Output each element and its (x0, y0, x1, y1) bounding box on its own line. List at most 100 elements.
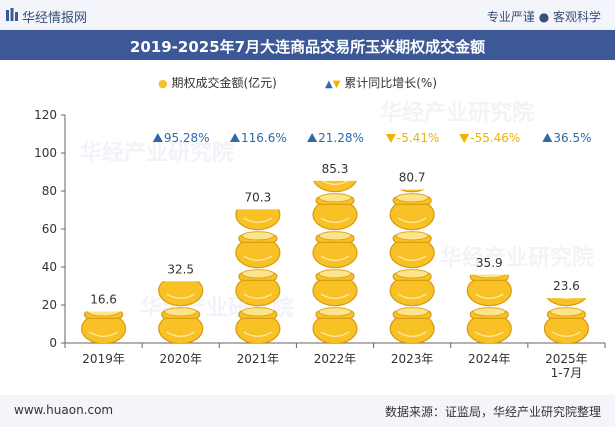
pot-shine (320, 255, 350, 261)
y-tick-label: 100 (34, 146, 57, 160)
pot-body (235, 209, 281, 231)
y-tick-label: 60 (42, 222, 57, 236)
legend: ● 期权成交金额(亿元) ▲▼ 累计同比增长(%) (0, 74, 615, 94)
pot-coins (241, 231, 275, 241)
growth-label: 116.6% (241, 131, 287, 145)
x-tick-label: 2021年 (237, 352, 280, 366)
pot-coins (318, 193, 352, 203)
pot-shine (397, 255, 427, 261)
pot-coins (550, 270, 582, 278)
y-tick-label: 40 (42, 260, 57, 274)
pot-shine (243, 293, 273, 299)
y-tick-label: 80 (42, 184, 57, 198)
y-tick-label: 120 (34, 108, 57, 122)
legend-label-amount: 期权成交金额(亿元) (171, 76, 277, 90)
x-tick-label: 2020年 (159, 352, 202, 366)
top-bar: 华经情报网 专业严谨 ● 客观科学 (0, 0, 615, 30)
pot-shine (89, 331, 118, 337)
triangle-up-icon (229, 133, 240, 142)
x-tick-label: 2019年 (82, 352, 125, 366)
legend-label-growth: 累计同比增长(%) (344, 76, 438, 90)
triangle-up-icon: ▲ (325, 79, 333, 90)
triangle-down-icon (385, 134, 396, 143)
y-tick-label: 20 (42, 298, 57, 312)
x-tick-label: 2025年 (545, 352, 588, 366)
footer-site: www.huaon.com (14, 403, 114, 417)
pot-body (546, 298, 587, 307)
pot-shine (474, 293, 504, 299)
growth-label: -5.41% (397, 131, 439, 145)
bar-value-label: 70.3 (244, 190, 271, 204)
chart-area: 0 20 40 60 80 100 120 2019年 2020年 2021年 2022年 2023年… (34, 108, 606, 380)
pot-shine (474, 331, 504, 337)
footer-source: 数据来源：证监局，华经产业研究院整理 (384, 405, 601, 419)
pot-shine (320, 331, 350, 337)
pot-shine (166, 331, 196, 337)
growth-label: 36.5% (553, 131, 591, 145)
pot-shine (321, 180, 349, 185)
triangle-up-icon (307, 133, 318, 142)
triangle-down-icon: ▼ (332, 79, 341, 90)
pot-shine (397, 331, 427, 337)
bar-pictograph (235, 209, 281, 343)
y-tick-label: 0 (49, 336, 57, 350)
brand-name: 华经情报网 (22, 11, 88, 26)
pot-body (399, 189, 425, 193)
watermark: 华经产业研究院 (380, 101, 535, 126)
pot-coins (395, 307, 429, 317)
legend-item-growth: ▲▼ 累计同比增长(%) (325, 74, 437, 91)
pot-body (158, 281, 204, 307)
bar-pictograph (466, 274, 512, 344)
pot-shine (243, 255, 273, 261)
bar-value-label: 80.7 (399, 171, 426, 185)
pot-rim (393, 159, 431, 167)
pot-coins (396, 156, 428, 164)
triangle-up-icon (152, 133, 163, 142)
bar-pictograph (543, 270, 590, 344)
growth-label: 95.28% (164, 131, 210, 145)
logo-icon (6, 8, 18, 21)
bar-value-label: 35.9 (476, 256, 503, 270)
bar-value-label: 16.6 (90, 292, 117, 306)
pot-coins (395, 269, 429, 279)
pot-coins (164, 307, 198, 317)
pot-coins (395, 193, 429, 203)
bar-value-label: 85.3 (322, 162, 349, 176)
pot-coins (318, 269, 352, 279)
footer: www.huaon.com 数据来源：证监局，华经产业研究院整理 (0, 395, 615, 427)
tagline: 专业严谨 ● 客观科学 (486, 10, 601, 24)
x-tick-label: 2022年 (314, 352, 357, 366)
title-bar: 2019-2025年7月大连商品交易所玉米期权成交金额 (0, 30, 615, 60)
watermark: 华经产业研究院 (80, 141, 235, 166)
triangle-up-icon (542, 133, 553, 142)
pot-shine (397, 217, 427, 223)
pot-shine (166, 293, 196, 299)
pot-coins (550, 307, 583, 317)
pot-coins (472, 307, 506, 317)
x-tick-label: 2024年 (468, 352, 511, 366)
pot-shine (243, 331, 273, 337)
bar-pictograph (158, 281, 204, 343)
watermark: 华经产业研究院 (440, 246, 595, 271)
pot-shine (320, 217, 350, 223)
bar-pictograph (389, 156, 435, 343)
bar-pictograph (80, 311, 127, 343)
pot-shine (320, 293, 350, 299)
pot-body (313, 180, 357, 193)
bar-value-label: 23.6 (553, 279, 580, 293)
pot-coins (87, 311, 120, 317)
legend-item-amount: ● 期权成交金额(亿元) (158, 74, 277, 91)
pot-shine (397, 293, 427, 299)
chart-title: 2019-2025年7月大连商品交易所玉米期权成交金额 (129, 38, 486, 56)
growth-label: 21.28% (318, 131, 364, 145)
pot-coins (473, 274, 506, 279)
x-tick-label: 1-7月 (551, 366, 583, 380)
pot-shine (552, 331, 581, 337)
pot-coins (241, 269, 275, 279)
bar-value-label: 32.5 (167, 262, 194, 276)
pot-coins (318, 307, 352, 317)
pot-coins (241, 307, 275, 317)
triangle-down-icon (459, 134, 470, 143)
bar-pictograph (312, 180, 358, 343)
growth-label: -55.46% (470, 131, 520, 145)
